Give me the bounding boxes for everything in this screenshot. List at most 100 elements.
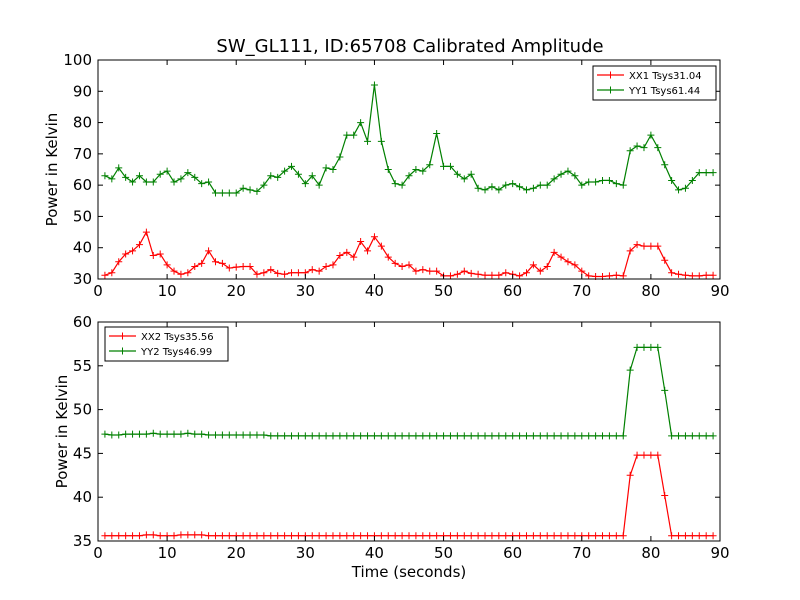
data-point [564, 432, 572, 440]
data-point [211, 532, 219, 540]
data-point [675, 432, 683, 440]
data-point [571, 261, 579, 269]
x-tick-label: 20 [227, 282, 246, 300]
data-point [543, 532, 551, 540]
data-point [585, 432, 593, 440]
plot-frame [97, 321, 721, 542]
data-point [398, 262, 406, 270]
data-point [612, 180, 620, 188]
data-point [467, 532, 475, 540]
data-point [661, 491, 669, 499]
data-point [391, 532, 399, 540]
data-point [626, 471, 634, 479]
x-tick-label: 80 [641, 282, 660, 300]
data-point [681, 532, 689, 540]
data-point [619, 532, 627, 540]
data-point [239, 532, 247, 540]
data-point [177, 175, 185, 183]
data-point [543, 181, 551, 189]
data-point [343, 532, 351, 540]
data-point [495, 432, 503, 440]
data-point [364, 432, 372, 440]
data-point [205, 247, 213, 255]
data-point [191, 531, 199, 539]
data-point [522, 269, 530, 277]
legend-label: YY1 Tsys61.44 [628, 86, 700, 97]
data-point [675, 532, 683, 540]
data-point [695, 272, 703, 280]
data-point [460, 532, 468, 540]
data-point [336, 532, 344, 540]
x-tick-label: 10 [158, 282, 177, 300]
data-point [626, 366, 634, 374]
legend-box [592, 65, 717, 101]
data-point [322, 432, 330, 440]
x-tick-label: 70 [572, 544, 591, 562]
legend-box [104, 326, 229, 362]
data-point [640, 144, 648, 152]
data-point [308, 266, 316, 274]
data-point [122, 430, 130, 438]
data-point [426, 532, 434, 540]
data-point [101, 172, 109, 180]
data-point [405, 261, 413, 269]
data-point [267, 172, 275, 180]
data-point [357, 119, 365, 127]
data-point [578, 432, 586, 440]
data-point [377, 432, 385, 440]
data-point [315, 181, 323, 189]
data-point [654, 451, 662, 459]
data-point [543, 262, 551, 270]
data-point [516, 272, 524, 280]
data-point [163, 430, 171, 438]
data-point [267, 532, 275, 540]
data-point [495, 271, 503, 279]
data-point [675, 270, 683, 278]
data-point [101, 430, 109, 438]
x-tick-label: 40 [365, 544, 384, 562]
legend-label: YY2 Tsys46.99 [140, 347, 212, 358]
data-point [274, 432, 282, 440]
data-point [412, 267, 420, 275]
bottom-plot: 0 10 20 30 40 50 60 70 80 90 35 40 45 50 55 60 Power in … [53, 313, 730, 581]
data-point [177, 430, 185, 438]
data-point [135, 172, 143, 180]
data-point [585, 178, 593, 186]
y-tick-label: 40 [73, 488, 92, 506]
x-axis-label: Time (seconds) [351, 563, 467, 581]
data-point [370, 81, 378, 89]
data-point [315, 532, 323, 540]
data-point [412, 532, 420, 540]
data-point [246, 431, 254, 439]
data-point [281, 270, 289, 278]
data-point [453, 532, 461, 540]
data-point [364, 532, 372, 540]
data-point [557, 532, 565, 540]
data-point [239, 431, 247, 439]
data-point [571, 172, 579, 180]
data-point [612, 532, 620, 540]
data-point [647, 343, 655, 351]
data-point [481, 432, 489, 440]
data-point [253, 270, 261, 278]
data-point [440, 432, 448, 440]
data-point [253, 187, 261, 195]
data-point [239, 184, 247, 192]
data-point [211, 189, 219, 197]
data-point [246, 262, 254, 270]
data-point [626, 147, 634, 155]
legend-marker [119, 332, 126, 340]
data-point [357, 237, 365, 245]
data-point [322, 164, 330, 172]
data-point [149, 531, 157, 539]
data-point [170, 267, 178, 275]
data-point [702, 532, 710, 540]
data-point [170, 532, 178, 540]
data-point [619, 272, 627, 280]
data-point [191, 430, 199, 438]
data-point [184, 531, 192, 539]
data-point [260, 532, 268, 540]
data-point [343, 432, 351, 440]
data-point [516, 532, 524, 540]
data-point [695, 169, 703, 177]
